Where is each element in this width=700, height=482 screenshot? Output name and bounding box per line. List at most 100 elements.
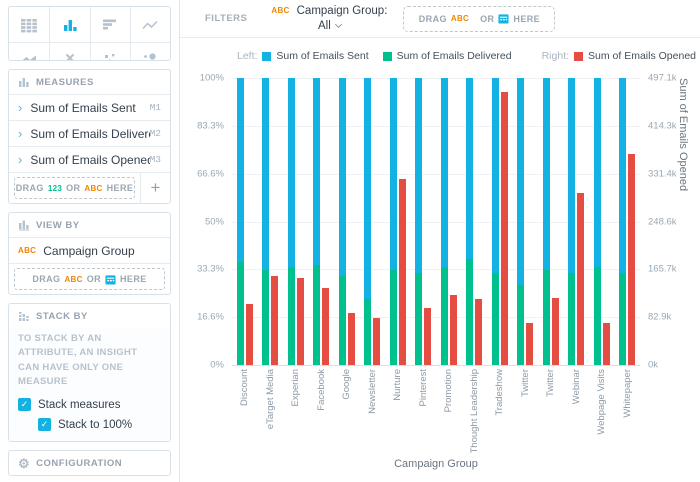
stacked-bar[interactable] — [491, 78, 499, 365]
vis-type-bar-chart[interactable] — [89, 7, 130, 42]
emails-opened-bar[interactable] — [245, 304, 253, 365]
stacked-bar[interactable] — [415, 78, 423, 365]
stack-measures-checkbox-row[interactable]: ✓ Stack measures — [18, 398, 161, 411]
bar-group-nurture[interactable] — [385, 78, 411, 365]
measure-item-m2[interactable]: › Sum of Emails Delivered M2 — [9, 120, 170, 146]
emails-delivered-segment[interactable] — [593, 267, 601, 365]
stack-to-100-checkbox[interactable]: ✓ — [38, 418, 51, 431]
emails-opened-bar[interactable] — [526, 322, 534, 365]
bar-group-twitter[interactable] — [538, 78, 564, 365]
bar-group-twitter[interactable] — [513, 78, 539, 365]
bar-group-promotion[interactable] — [436, 78, 462, 365]
bar-group-experian[interactable] — [283, 78, 309, 365]
emails-sent-segment[interactable] — [313, 78, 321, 265]
emails-delivered-segment[interactable] — [619, 273, 627, 365]
bar-group-webinar[interactable] — [564, 78, 590, 365]
emails-delivered-segment[interactable] — [262, 270, 270, 365]
emails-delivered-segment[interactable] — [287, 267, 295, 365]
emails-sent-segment[interactable] — [262, 78, 270, 271]
emails-delivered-segment[interactable] — [542, 270, 550, 365]
stacked-bar[interactable] — [313, 78, 321, 365]
bar-group-google[interactable] — [334, 78, 360, 365]
chevron-right-icon[interactable]: › — [18, 126, 23, 141]
emails-sent-segment[interactable] — [491, 78, 499, 274]
emails-sent-segment[interactable] — [440, 78, 448, 268]
emails-opened-bar[interactable] — [373, 318, 381, 365]
bar-group-discount[interactable] — [232, 78, 258, 365]
stacked-bar[interactable] — [389, 78, 397, 365]
measure-item-m3[interactable]: › Sum of Emails Opened M3 — [9, 146, 170, 172]
emails-sent-segment[interactable] — [517, 78, 525, 285]
filters-drop-zone[interactable]: DRAG ABC OR HERE — [403, 5, 556, 32]
vis-type-line-chart[interactable] — [129, 7, 170, 42]
emails-delivered-segment[interactable] — [415, 273, 423, 365]
campaign-group-filter[interactable]: ABC Campaign Group: All — [271, 4, 387, 34]
vis-type-area-chart[interactable] — [9, 42, 50, 60]
emails-opened-bar[interactable] — [602, 322, 610, 365]
stacked-bar[interactable] — [542, 78, 550, 365]
measure-item-m1[interactable]: › Sum of Emails Sent M1 — [9, 94, 170, 120]
legend-entry-emails-opened[interactable]: Sum of Emails Opened — [574, 50, 696, 62]
emails-delivered-segment[interactable] — [338, 276, 346, 365]
vis-type-scatter-plot[interactable] — [89, 42, 130, 60]
emails-opened-bar[interactable] — [500, 91, 508, 365]
emails-sent-segment[interactable] — [338, 78, 346, 277]
emails-delivered-segment[interactable] — [517, 284, 525, 365]
emails-sent-segment[interactable] — [542, 78, 550, 271]
emails-sent-segment[interactable] — [568, 78, 576, 274]
emails-delivered-segment[interactable] — [568, 273, 576, 365]
chevron-right-icon[interactable]: › — [18, 152, 23, 167]
emails-delivered-segment[interactable] — [466, 258, 474, 365]
emails-opened-bar[interactable] — [475, 299, 483, 365]
vis-type-table[interactable] — [9, 7, 49, 42]
stacked-bar[interactable] — [287, 78, 295, 365]
bar-group-pinterest[interactable] — [411, 78, 437, 365]
emails-delivered-segment[interactable] — [313, 264, 321, 365]
emails-opened-bar[interactable] — [296, 278, 304, 365]
stacked-bar[interactable] — [517, 78, 525, 365]
bar-group-facebook[interactable] — [309, 78, 335, 365]
vis-type-column-chart[interactable] — [49, 7, 89, 42]
emails-delivered-segment[interactable] — [491, 273, 499, 365]
bar-group-etarget-media[interactable] — [258, 78, 284, 365]
emails-opened-bar[interactable] — [551, 298, 559, 365]
measures-drop-zone[interactable]: DRAG 123 OR ABC HERE — [14, 177, 135, 199]
stacked-bar[interactable] — [568, 78, 576, 365]
emails-opened-bar[interactable] — [449, 294, 457, 365]
view-by-drop-zone[interactable]: DRAG ABC OR HERE — [14, 268, 165, 290]
stacked-bar[interactable] — [338, 78, 346, 365]
emails-opened-bar[interactable] — [628, 153, 636, 365]
emails-sent-segment[interactable] — [415, 78, 423, 274]
stack-measures-checkbox[interactable]: ✓ — [18, 398, 31, 411]
stacked-bar[interactable] — [619, 78, 627, 365]
emails-sent-segment[interactable] — [593, 78, 601, 268]
emails-sent-segment[interactable] — [389, 78, 397, 271]
bar-group-newsletter[interactable] — [360, 78, 386, 365]
emails-delivered-segment[interactable] — [389, 270, 397, 365]
emails-sent-segment[interactable] — [236, 78, 244, 262]
bar-group-tradeshow[interactable] — [487, 78, 513, 365]
stacked-bar[interactable] — [236, 78, 244, 365]
stacked-bar[interactable] — [593, 78, 601, 365]
vis-type-headline[interactable] — [49, 42, 90, 60]
emails-sent-segment[interactable] — [287, 78, 295, 268]
bar-group-webpage-visits[interactable] — [589, 78, 615, 365]
emails-sent-segment[interactable] — [466, 78, 474, 259]
emails-delivered-segment[interactable] — [440, 267, 448, 365]
configuration-header[interactable]: ⚙ CONFIGURATION — [9, 451, 170, 475]
emails-sent-segment[interactable] — [364, 78, 372, 299]
legend-entry-emails-delivered[interactable]: Sum of Emails Delivered — [382, 50, 512, 62]
emails-delivered-segment[interactable] — [236, 261, 244, 365]
bar-group-whitepaper[interactable] — [615, 78, 641, 365]
stack-to-100-checkbox-row[interactable]: ✓ Stack to 100% — [38, 418, 161, 431]
emails-opened-bar[interactable] — [347, 313, 355, 365]
chevron-right-icon[interactable]: › — [18, 100, 23, 115]
emails-opened-bar[interactable] — [271, 275, 279, 365]
stacked-bar[interactable] — [364, 78, 372, 365]
view-by-item-campaign-group[interactable]: ABC Campaign Group — [9, 237, 170, 263]
emails-opened-bar[interactable] — [322, 287, 330, 365]
vis-type-bubble-chart[interactable] — [129, 42, 170, 60]
emails-opened-bar[interactable] — [424, 307, 432, 365]
legend-entry-emails-sent[interactable]: Sum of Emails Sent — [262, 50, 369, 62]
emails-opened-bar[interactable] — [398, 178, 406, 365]
